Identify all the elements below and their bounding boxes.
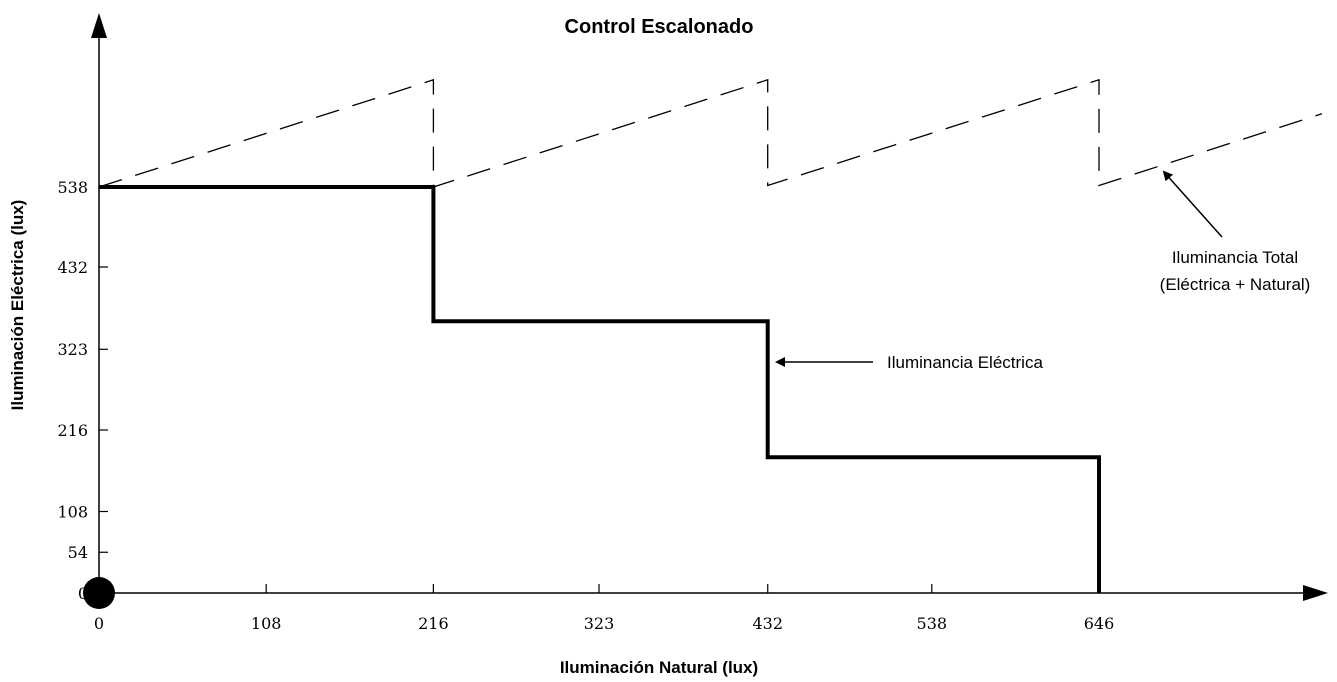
axes — [91, 13, 1328, 601]
y-tick-label: 108 — [57, 502, 88, 521]
total-annotation-label-line1: Iluminancia Total — [1172, 248, 1298, 267]
y-axis-arrow — [91, 13, 107, 38]
annotations: Iluminancia Eléctrica Iluminancia Total … — [775, 170, 1311, 372]
total-annotation-label-line2: (Eléctrica + Natural) — [1160, 275, 1311, 294]
electric-illuminance-line — [99, 185, 1101, 593]
y-tick-label: 0 — [78, 584, 88, 603]
x-tick-label: 432 — [752, 614, 783, 633]
y-tick-label: 216 — [57, 421, 88, 440]
y-tick-label: 432 — [57, 258, 88, 277]
origin-marker — [83, 577, 115, 609]
x-tick-label: 108 — [251, 614, 282, 633]
y-axis-label: Iluminación Eléctrica (lux) — [8, 200, 27, 411]
x-tick-label: 0 — [94, 614, 104, 633]
x-tick-label: 216 — [418, 614, 449, 633]
x-tick-label: 646 — [1084, 614, 1115, 633]
y-tick-label: 54 — [68, 543, 88, 562]
x-tick-label: 538 — [917, 614, 948, 633]
chart-title: Control Escalonado — [565, 16, 754, 38]
total-illuminance-line — [98, 78, 1323, 188]
y-tick-label: 538 — [57, 178, 88, 197]
x-tick-label: 323 — [584, 614, 615, 633]
x-axis-label: Iluminación Natural (lux) — [560, 658, 758, 677]
y-tick-label: 323 — [57, 340, 88, 359]
series-layer — [98, 78, 1323, 593]
x-axis-arrow — [1303, 585, 1328, 601]
y-axis-ticks: 0 54 108 216 323 432 538 — [57, 178, 108, 603]
electric-annotation-label: Iluminancia Eléctrica — [887, 353, 1043, 372]
x-axis-ticks: 0 108 216 323 432 538 646 — [94, 584, 1114, 633]
total-annotation-arrow — [1162, 170, 1223, 238]
